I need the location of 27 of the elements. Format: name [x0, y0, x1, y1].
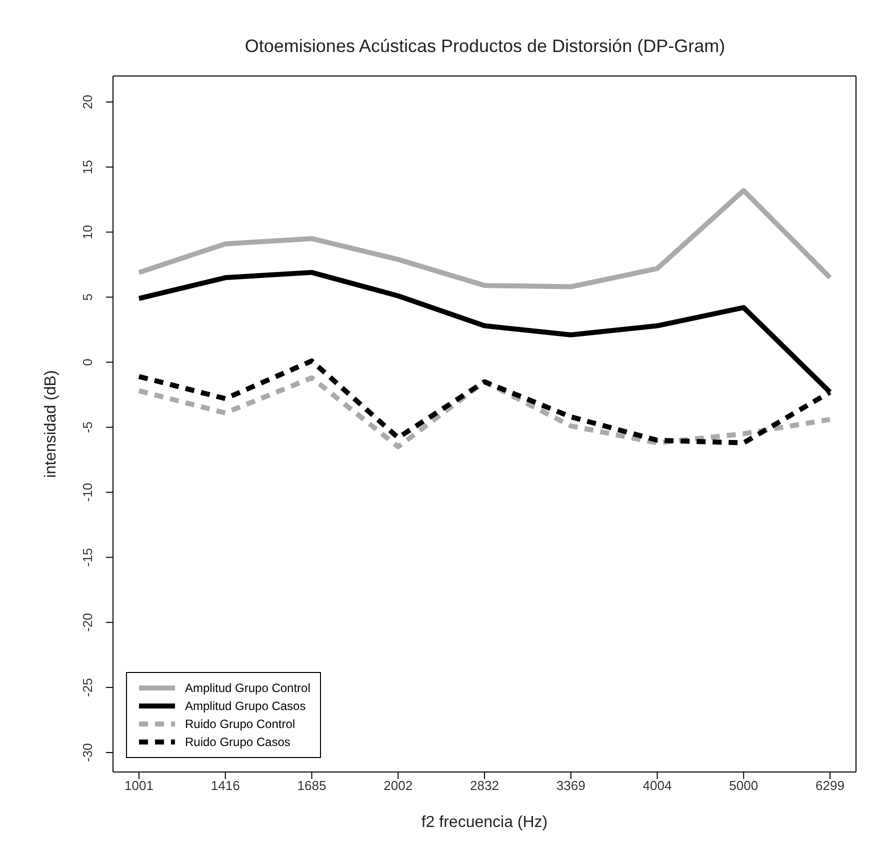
y-tick-label: 15 — [80, 160, 95, 174]
y-tick-label: -15 — [80, 548, 95, 567]
x-tick-label: 2002 — [384, 778, 413, 794]
y-tick-label: -20 — [80, 612, 95, 632]
y-axis-title: intensidad (dB) — [42, 370, 60, 478]
x-tick-label: 4004 — [642, 778, 672, 794]
x-tick-label: 2832 — [470, 778, 499, 794]
x-tick-label: 1001 — [124, 778, 154, 794]
y-tick-label: 5 — [80, 294, 95, 301]
y-tick-label: -25 — [80, 678, 95, 697]
y-tick-label: 20 — [80, 94, 95, 110]
x-tick-label: 1685 — [297, 778, 326, 794]
legend-label: Ruido Grupo Casos — [185, 735, 290, 749]
x-axis-title: f2 frecuencia (Hz) — [421, 814, 548, 831]
chart-title: Otoemisiones Acústicas Productos de Distorsión (DP-Gram) — [244, 36, 726, 57]
y-tick-label: -30 — [80, 743, 95, 762]
x-tick-label: 3369 — [556, 778, 586, 794]
legend-label: Ruido Grupo Control — [185, 717, 296, 731]
x-tick-label: 1416 — [210, 778, 240, 794]
y-tick-label: -5 — [80, 421, 95, 434]
x-tick-label: 5000 — [729, 778, 758, 794]
x-tick-label: 6299 — [816, 778, 844, 794]
y-tick-label: 0 — [80, 358, 95, 366]
legend-label: Amplitud Grupo Control — [185, 681, 310, 695]
legend-label: Amplitud Grupo Casos — [185, 699, 306, 713]
y-tick-label: -10 — [80, 482, 95, 502]
y-tick-label: 10 — [80, 224, 95, 240]
